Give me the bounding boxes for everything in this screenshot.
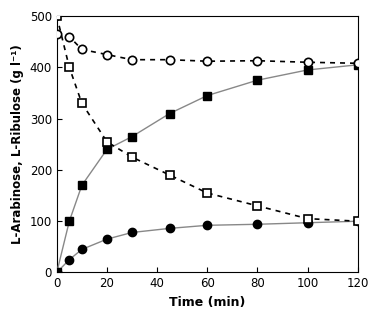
Y-axis label: L-Arabinose, L-Ribulose (g l⁻¹): L-Arabinose, L-Ribulose (g l⁻¹) bbox=[11, 44, 24, 244]
X-axis label: Time (min): Time (min) bbox=[169, 296, 245, 309]
